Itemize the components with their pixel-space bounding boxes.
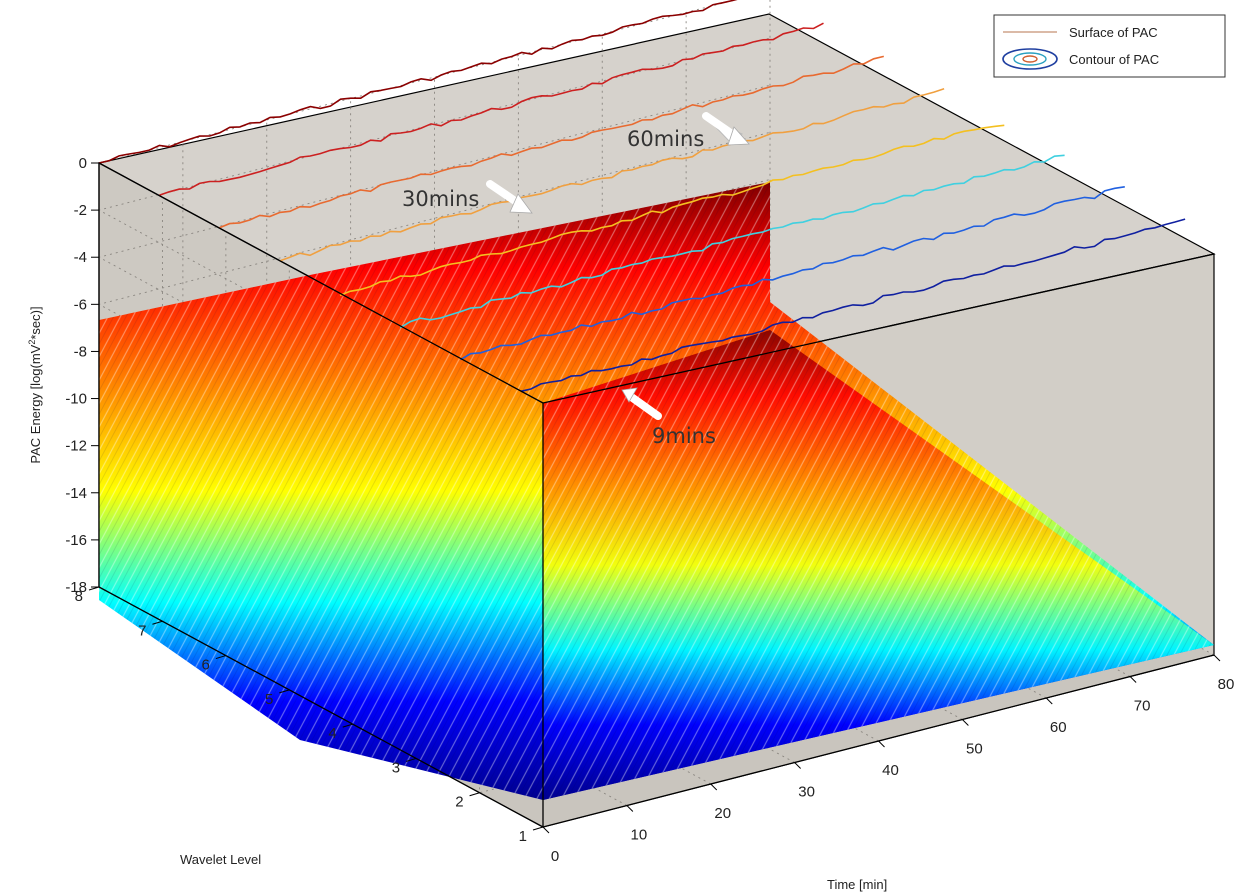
contour-line <box>399 154 1065 329</box>
z-tick-label: -4 <box>74 249 87 266</box>
x-tick-mark <box>1129 676 1137 683</box>
z-axis-label: PAC Energy [log(mV2*sec)] <box>27 306 43 463</box>
z-tick-label: -6 <box>74 296 87 313</box>
contour-line <box>460 186 1125 361</box>
z-tick-label: -12 <box>65 438 87 455</box>
y-tick-mark <box>279 689 290 694</box>
left-top-edge <box>98 162 544 404</box>
front-top-edge <box>542 253 1215 404</box>
legend-contour-label: Contour of PAC <box>1069 52 1159 67</box>
contour-line <box>339 124 1005 297</box>
surface-texture <box>99 182 1214 800</box>
legend-box <box>993 14 1226 78</box>
annotation-60mins-text: 60mins <box>627 127 704 151</box>
legend-surface-label: Surface of PAC <box>1069 25 1158 40</box>
x-tick-label: 10 <box>631 827 648 844</box>
y-tick-mark <box>342 723 353 728</box>
x-tick-mark <box>962 719 969 726</box>
y-tick-label: 8 <box>75 588 83 605</box>
y-tick-label: 4 <box>328 725 336 742</box>
contour-line <box>219 55 884 229</box>
y-tick-mark <box>215 655 227 660</box>
z-tick-label: -10 <box>65 391 87 408</box>
y-tick-label: 1 <box>519 828 527 845</box>
x-tick-mark <box>1045 697 1053 705</box>
arrow-60mins-shaft <box>702 112 739 140</box>
annotation-30mins: 30mins <box>402 180 533 214</box>
x-tick-mark <box>1213 654 1221 662</box>
contour-lines <box>98 0 1186 393</box>
x-tick-label: 40 <box>882 762 899 779</box>
annotations: 60mins 30mins 9mins <box>402 112 750 448</box>
x-tick-label: 0 <box>551 848 559 865</box>
x-tick-label: 30 <box>798 784 815 801</box>
x-tick-label: 70 <box>1134 698 1151 715</box>
contour-line <box>159 22 824 197</box>
wavelet-axis-line <box>98 586 544 828</box>
contour-line <box>520 218 1186 393</box>
arrow-30mins-shaft <box>486 180 522 207</box>
z-tick-label: -2 <box>74 202 87 219</box>
z-axis-ticks: 0 -2 -4 -6 -8 -10 -12 -14 -16 -18 <box>65 155 99 596</box>
z-tick-label: 0 <box>79 155 87 172</box>
y-tick-mark <box>152 620 163 625</box>
contour-legend-icon <box>1002 48 1058 70</box>
annotation-9mins: 9mins <box>621 387 716 448</box>
x-tick-mark <box>626 805 634 812</box>
x-axis-label: Time [min] <box>827 877 887 892</box>
annotation-30mins-text: 30mins <box>402 187 479 211</box>
y-tick-mark <box>469 792 480 797</box>
y-tick-label: 7 <box>138 622 146 639</box>
y-tick-label: 6 <box>202 657 210 674</box>
annotation-9mins-text: 9mins <box>652 424 716 448</box>
contour-line <box>98 0 738 164</box>
y-tick-label: 2 <box>455 794 463 811</box>
z-tick-label: -16 <box>65 532 87 549</box>
y-tick-label: 3 <box>392 759 400 776</box>
arrow-9mins-shaft <box>626 392 662 420</box>
y-tick-mark <box>88 586 100 591</box>
y-tick-mark <box>405 757 417 762</box>
y-tick-mark <box>532 826 544 831</box>
y-tick-label: 5 <box>265 691 273 708</box>
arrow-9mins-head <box>621 387 638 403</box>
x-tick-label: 50 <box>966 741 983 758</box>
z-tick-label: -8 <box>74 343 87 360</box>
arrow-30mins-head <box>509 193 533 214</box>
pac-surface <box>99 182 1214 800</box>
x-axis-ticks: 0 10 20 30 40 50 60 70 80 <box>542 654 1235 865</box>
arrow-60mins-head <box>727 126 750 146</box>
legend: Surface of PAC Contour of PAC <box>993 14 1226 78</box>
z-tick-label: -14 <box>65 485 87 502</box>
x-tick-label: 60 <box>1050 719 1067 736</box>
x-tick-mark <box>878 740 885 748</box>
x-tick-mark <box>710 783 718 791</box>
x-tick-label: 20 <box>714 805 731 822</box>
y-axis-ticks: 1 2 3 4 5 6 7 8 <box>75 586 544 845</box>
contour-line <box>279 87 945 262</box>
z-tick-label: -18 <box>65 579 87 596</box>
x-tick-label: 80 <box>1218 676 1235 693</box>
annotation-60mins: 60mins <box>627 112 750 151</box>
x-tick-mark <box>542 826 550 834</box>
x-tick-mark <box>794 762 801 769</box>
y-axis-label: Wavelet Level <box>180 852 261 867</box>
